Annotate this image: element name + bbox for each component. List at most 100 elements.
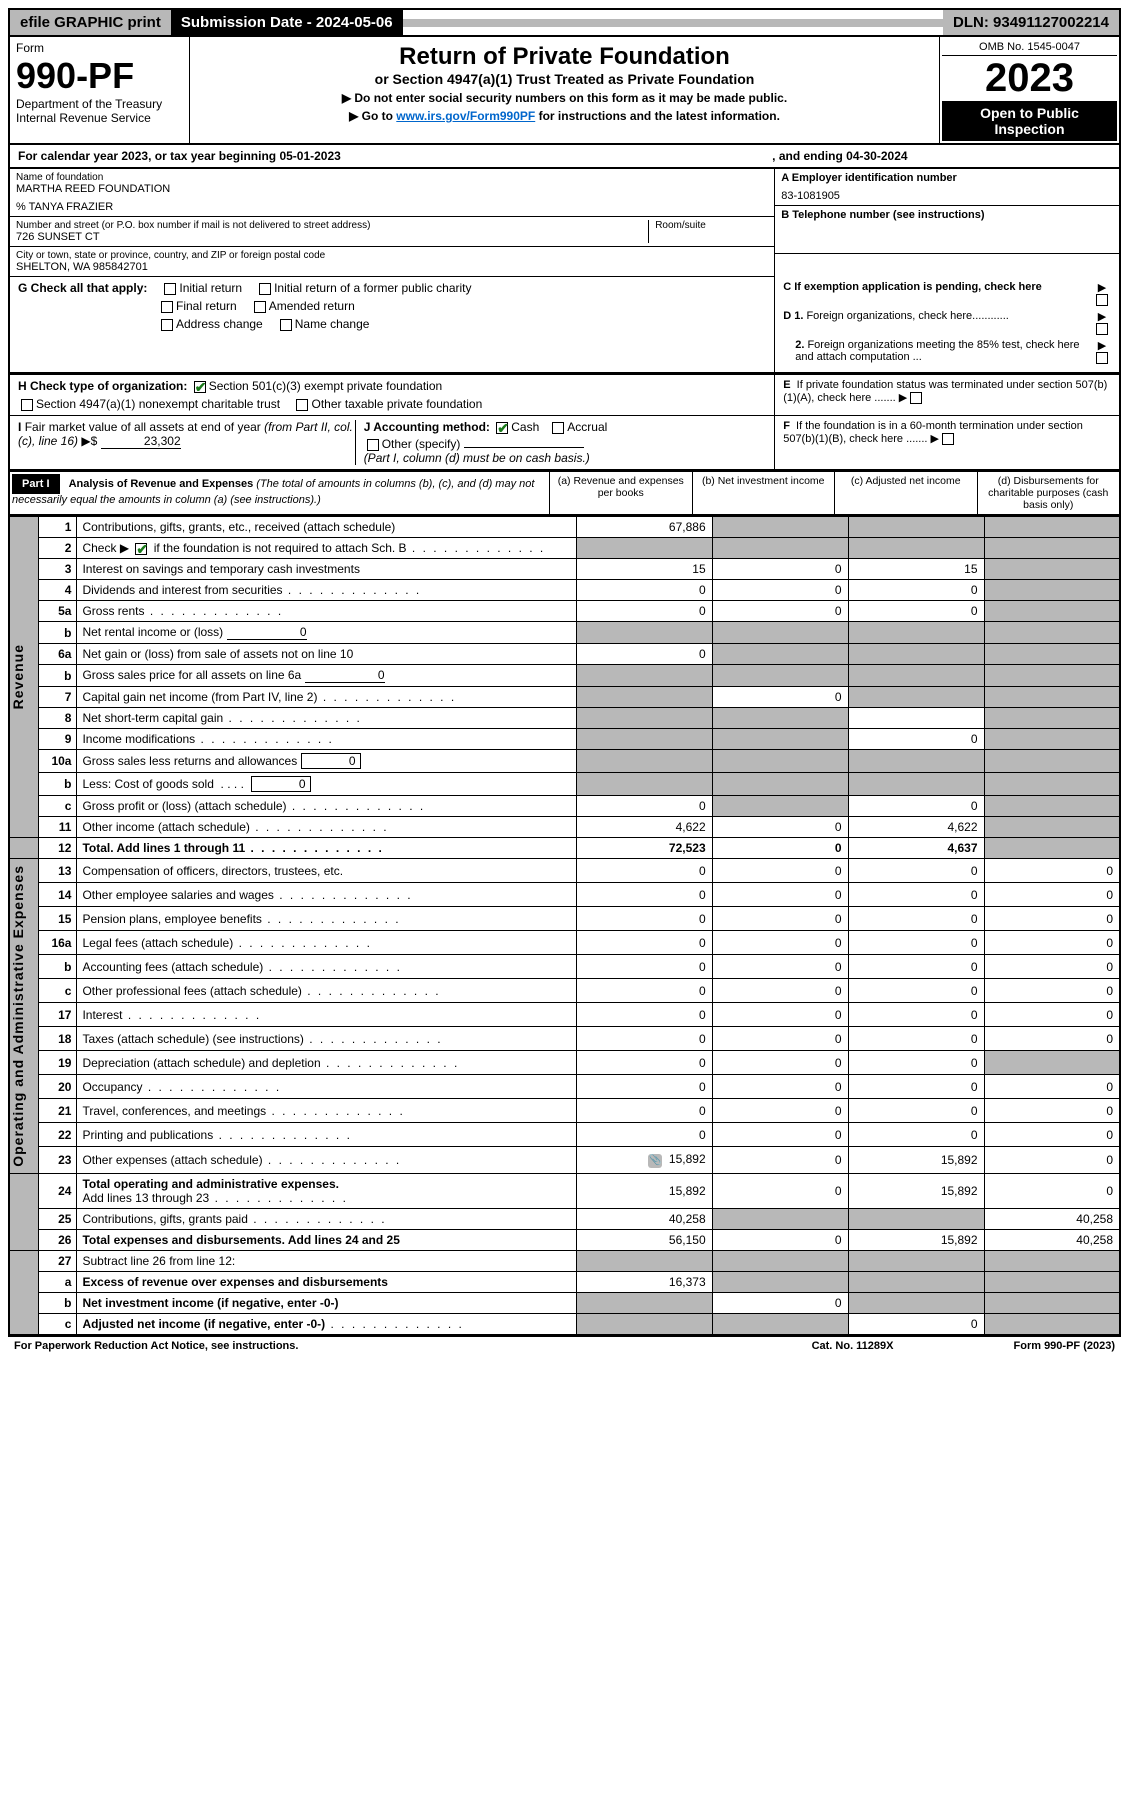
- checkbox-initial-former[interactable]: [259, 283, 271, 295]
- cell-grey: [984, 1271, 1120, 1292]
- checkbox-d2-85pct[interactable]: [1096, 352, 1108, 364]
- col-a-header: (a) Revenue and expenses per books: [550, 472, 693, 514]
- checkbox-other-method[interactable]: [367, 439, 379, 451]
- page-footer: For Paperwork Reduction Act Notice, see …: [8, 1336, 1121, 1355]
- line-20-a: 0: [576, 1075, 712, 1099]
- line-4-no: 4: [39, 580, 77, 601]
- table-row: 3 Interest on savings and temporary cash…: [9, 559, 1120, 580]
- dots-icon: [213, 1128, 352, 1142]
- ein-label: A Employer identification number: [781, 172, 1113, 184]
- efile-label[interactable]: efile GRAPHIC print: [10, 10, 171, 35]
- calendar-year-row: For calendar year 2023, or tax year begi…: [8, 145, 1121, 169]
- line-16c-no: c: [39, 979, 77, 1003]
- line-22-d: 0: [984, 1123, 1120, 1147]
- triangle-icon: ▶: [899, 391, 907, 404]
- checkbox-f-60month[interactable]: [942, 433, 954, 445]
- checkbox-name-change[interactable]: [280, 319, 292, 331]
- d2-label: Foreign organizations meeting the 85% te…: [795, 339, 1079, 363]
- line-17-c: 0: [848, 1003, 984, 1027]
- line-9-c: 0: [848, 729, 984, 750]
- checkbox-amended-return[interactable]: [254, 301, 266, 313]
- dots-icon: [233, 936, 372, 950]
- amended-return-label: Amended return: [269, 299, 355, 313]
- form990pf-link[interactable]: www.irs.gov/Form990PF: [396, 109, 535, 123]
- line-16c-desc: Other professional fees (attach schedule…: [77, 979, 576, 1003]
- name-change-label: Name change: [295, 317, 370, 331]
- line-12-a: 72,523: [576, 838, 712, 859]
- other-method-line: [464, 447, 584, 448]
- line-2-desc: Check ▶ ✔ if the foundation is not requi…: [77, 538, 576, 559]
- table-row: 17 Interest 0 0 0 0: [9, 1003, 1120, 1027]
- dots-icon: [274, 888, 413, 902]
- submission-date: Submission Date - 2024-05-06: [171, 10, 403, 35]
- line-22-b: 0: [712, 1123, 848, 1147]
- line-25-no: 25: [39, 1208, 77, 1229]
- checkbox-sch-b[interactable]: ✔: [135, 543, 147, 555]
- line-26-a: 56,150: [576, 1229, 712, 1250]
- line-17-d: 0: [984, 1003, 1120, 1027]
- line-16c-c: 0: [848, 979, 984, 1003]
- dots-icon: [263, 960, 402, 974]
- dots-icon: [283, 583, 422, 597]
- cell-grey: [984, 817, 1120, 838]
- table-row: 16a Legal fees (attach schedule) 0 0 0 0: [9, 931, 1120, 955]
- line-15-d: 0: [984, 907, 1120, 931]
- checkbox-final-return[interactable]: [161, 301, 173, 313]
- line-4-c: 0: [848, 580, 984, 601]
- line-21-c: 0: [848, 1099, 984, 1123]
- d1-label: Foreign organizations, check here.......…: [806, 310, 1008, 322]
- line-10a-desc: Gross sales less returns and allowances …: [77, 750, 576, 773]
- cell-grey: [712, 773, 848, 796]
- table-row: b Net investment income (if negative, en…: [9, 1292, 1120, 1313]
- checkbox-501c3[interactable]: ✔: [194, 381, 206, 393]
- calyear-right: , and ending 04-30-2024: [772, 149, 907, 163]
- checkbox-address-change[interactable]: [161, 319, 173, 331]
- checkbox-e-terminated[interactable]: [910, 392, 922, 404]
- top-bar: efile GRAPHIC print Submission Date - 20…: [8, 8, 1121, 37]
- line-9-no: 9: [39, 729, 77, 750]
- line-13-b: 0: [712, 859, 848, 883]
- footer-left: For Paperwork Reduction Act Notice, see …: [14, 1340, 812, 1352]
- dots-icon: [143, 1080, 282, 1094]
- part1-title-cell: Part I Analysis of Revenue and Expenses …: [10, 472, 550, 514]
- line-10a-inline: 0: [301, 753, 361, 769]
- cell-grey: [712, 665, 848, 687]
- line-4-b: 0: [712, 580, 848, 601]
- checkbox-4947[interactable]: [21, 399, 33, 411]
- checkbox-accrual[interactable]: [552, 422, 564, 434]
- name-of-foundation-label: Name of foundation: [16, 172, 768, 183]
- triangle-icon: ▶: [1098, 281, 1106, 294]
- line-13-a: 0: [576, 859, 712, 883]
- cell-grey: [576, 538, 712, 559]
- form-number: 990-PF: [16, 55, 183, 97]
- line-4-desc: Dividends and interest from securities: [77, 580, 576, 601]
- checkbox-c-exemption[interactable]: [1096, 294, 1108, 306]
- line-13-d: 0: [984, 859, 1120, 883]
- line-14-c: 0: [848, 883, 984, 907]
- cell-grey: [848, 750, 984, 773]
- line-17-b: 0: [712, 1003, 848, 1027]
- line-22-c: 0: [848, 1123, 984, 1147]
- table-row: 15 Pension plans, employee benefits 0 0 …: [9, 907, 1120, 931]
- line-26-b: 0: [712, 1229, 848, 1250]
- cell-grey: [984, 1051, 1120, 1075]
- part1-title-block: Analysis of Revenue and Expenses (The to…: [12, 478, 534, 506]
- cell-grey: [848, 1271, 984, 1292]
- cell-grey: [984, 644, 1120, 665]
- line-11-c: 4,622: [848, 817, 984, 838]
- dots-icon: [325, 1317, 464, 1331]
- header-center: Return of Private Foundation or Section …: [190, 37, 939, 143]
- footer-center: Cat. No. 11289X: [812, 1340, 894, 1352]
- checkbox-cash[interactable]: ✔: [496, 422, 508, 434]
- g-checks: G Check all that apply: Initial return I…: [10, 277, 775, 372]
- checkbox-other-taxable[interactable]: [296, 399, 308, 411]
- checkbox-initial-return[interactable]: [164, 283, 176, 295]
- table-row: b Accounting fees (attach schedule) 0 0 …: [9, 955, 1120, 979]
- f-right: F If the foundation is in a 60-month ter…: [775, 416, 1119, 469]
- line-23-a: 📎 15,892: [576, 1147, 712, 1173]
- attachment-icon[interactable]: 📎: [648, 1154, 662, 1168]
- h-e-row: H Check type of organization: ✔Section 5…: [8, 374, 1121, 415]
- tax-year: 2023: [942, 56, 1117, 101]
- checkbox-d1-foreign[interactable]: [1096, 323, 1108, 335]
- line-23-desc: Other expenses (attach schedule): [77, 1147, 576, 1173]
